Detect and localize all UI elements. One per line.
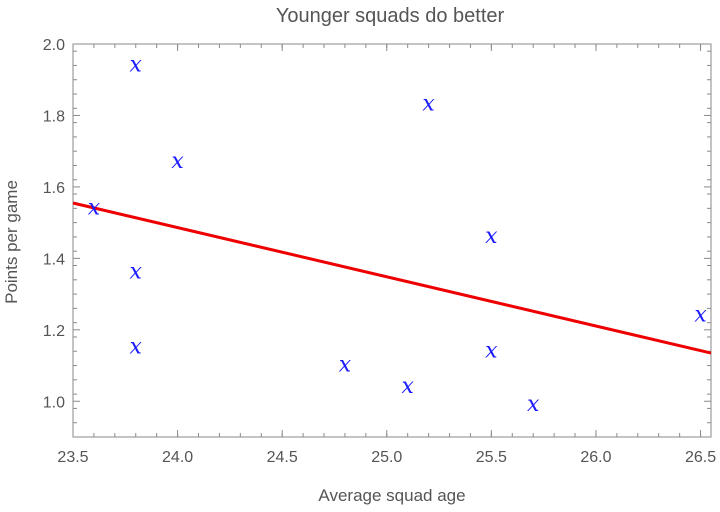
x-tick-label: 24.0 — [162, 449, 193, 466]
data-point: x — [485, 224, 498, 249]
data-point: x — [485, 338, 498, 363]
plot-frame — [72, 43, 712, 438]
y-tick-label: 1.8 — [43, 108, 65, 125]
plot-area: 23.5 24.0 24.5 25.0 25.5 26.0 26.5 1.01.21.41.… — [43, 37, 716, 466]
data-point: x — [527, 392, 540, 417]
y-tick-label: 1.4 — [43, 251, 65, 268]
data-point: x — [694, 303, 707, 328]
x-tick-label: 24.5 — [267, 449, 298, 466]
data-point: x — [130, 52, 143, 77]
trendline-layer — [72, 201, 712, 355]
x-tick-label: 26.0 — [580, 449, 611, 466]
data-point: x — [422, 92, 435, 117]
x-tick-label: 26.5 — [685, 449, 716, 466]
data-points: x x x x x x x x x x x x — [88, 52, 708, 416]
y-tick-label: 1.2 — [43, 323, 65, 340]
y-tick-label: 2.0 — [43, 37, 65, 54]
y-tick-label: 1.6 — [43, 180, 65, 197]
data-point: x — [130, 260, 143, 285]
y-tick-label: 1.0 — [43, 394, 65, 411]
data-point: x — [130, 335, 143, 360]
x-axis: 23.5 24.0 24.5 25.0 25.5 26.0 26.5 — [57, 44, 716, 466]
trend-line — [72, 201, 712, 355]
data-point: x — [339, 353, 352, 378]
y-axis-label: Points per game — [2, 180, 21, 304]
x-tick-label: 25.0 — [371, 449, 402, 466]
x-tick-label: 25.5 — [476, 449, 507, 466]
data-point: x — [88, 195, 101, 220]
data-point: x — [171, 149, 184, 174]
data-point: x — [401, 374, 414, 399]
chart-title: Younger squads do better — [276, 5, 505, 27]
y-axis: 1.0 1.2 1.4 1.6 1.8 2.0 — [43, 37, 711, 438]
x-axis-label: Average squad age — [318, 486, 465, 505]
x-tick-label: 23.5 — [57, 449, 88, 466]
